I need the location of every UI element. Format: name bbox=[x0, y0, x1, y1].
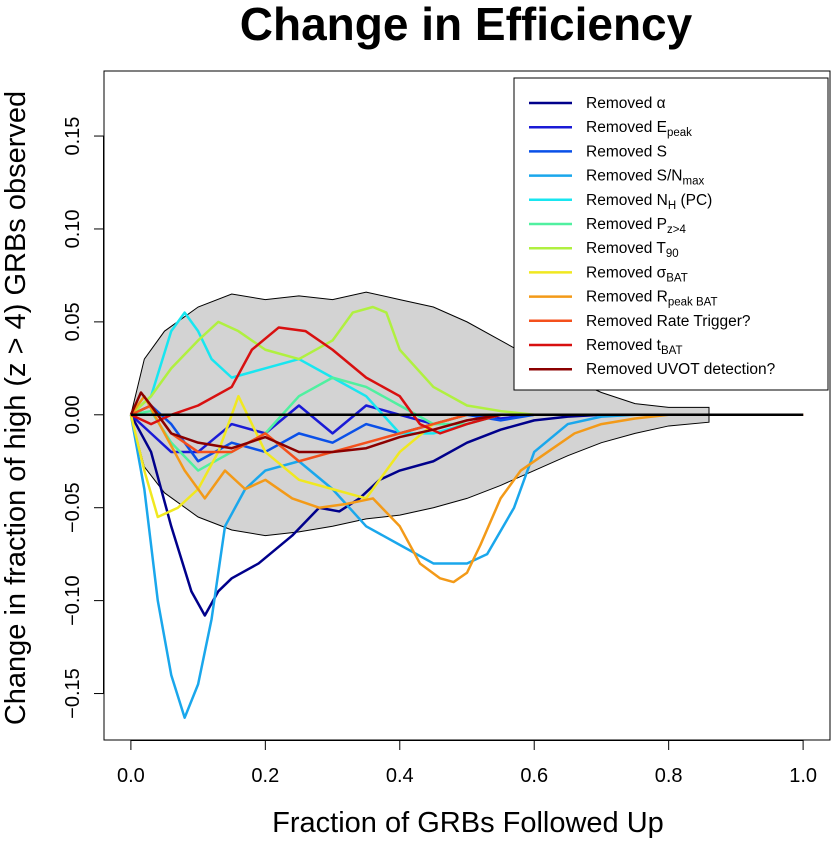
legend-entry: Removed NH (PC) bbox=[586, 192, 712, 212]
legend-entry: Removed S/Nmax bbox=[586, 168, 704, 188]
y-tick-label: −0.15 bbox=[62, 668, 84, 719]
legend-entry: Removed Epeak bbox=[586, 119, 692, 139]
legend-entry: Removed Pz>4 bbox=[586, 216, 686, 236]
y-tick-label: 0.05 bbox=[62, 302, 84, 341]
series-line-1 bbox=[129, 413, 804, 617]
series-line-9 bbox=[129, 394, 804, 584]
x-tick-label: 0.0 bbox=[117, 765, 145, 787]
x-tick-label: 0.6 bbox=[520, 765, 548, 787]
legend-entry: Removed Rpeak BAT bbox=[586, 289, 718, 309]
legend-entry: Removed α bbox=[586, 95, 666, 112]
legend-entry: Removed σBAT bbox=[586, 264, 688, 284]
x-tick-label: 0.4 bbox=[386, 765, 414, 787]
x-tick-label: 1.0 bbox=[789, 765, 817, 787]
y-tick-label: 0.15 bbox=[62, 117, 84, 156]
legend: Removed α Removed Epeak Removed S Removed S… bbox=[513, 77, 829, 391]
x-tick-label: 0.8 bbox=[655, 765, 683, 787]
legend-entry: Removed Rate Trigger? bbox=[586, 313, 751, 330]
y-tick-label: −0.05 bbox=[62, 482, 84, 533]
y-axis-label: Change in fraction of high (z > 4) GRBs … bbox=[0, 91, 32, 725]
x-axis-label: Fraction of GRBs Followed Up bbox=[272, 807, 664, 839]
x-axis: 0.0 0.2 0.4 0.6 0.8 1.0 bbox=[117, 740, 817, 787]
legend-entry: Removed S bbox=[586, 143, 667, 160]
legend-entry: Removed tBAT bbox=[586, 337, 682, 357]
legend-entry: Removed UVOT detection? bbox=[586, 361, 776, 378]
y-tick-label: 0.00 bbox=[62, 395, 84, 434]
y-tick-label: 0.10 bbox=[62, 209, 84, 248]
chart-title: Change in Efficiency bbox=[240, 0, 693, 50]
y-axis: −0.15 −0.10 −0.05 0.00 0.05 0.10 0.15 bbox=[62, 117, 104, 719]
y-tick-label: −0.10 bbox=[62, 575, 84, 626]
legend-box bbox=[513, 77, 829, 391]
legend-entry: Removed T90 bbox=[586, 240, 679, 260]
x-tick-label: 0.2 bbox=[251, 765, 279, 787]
